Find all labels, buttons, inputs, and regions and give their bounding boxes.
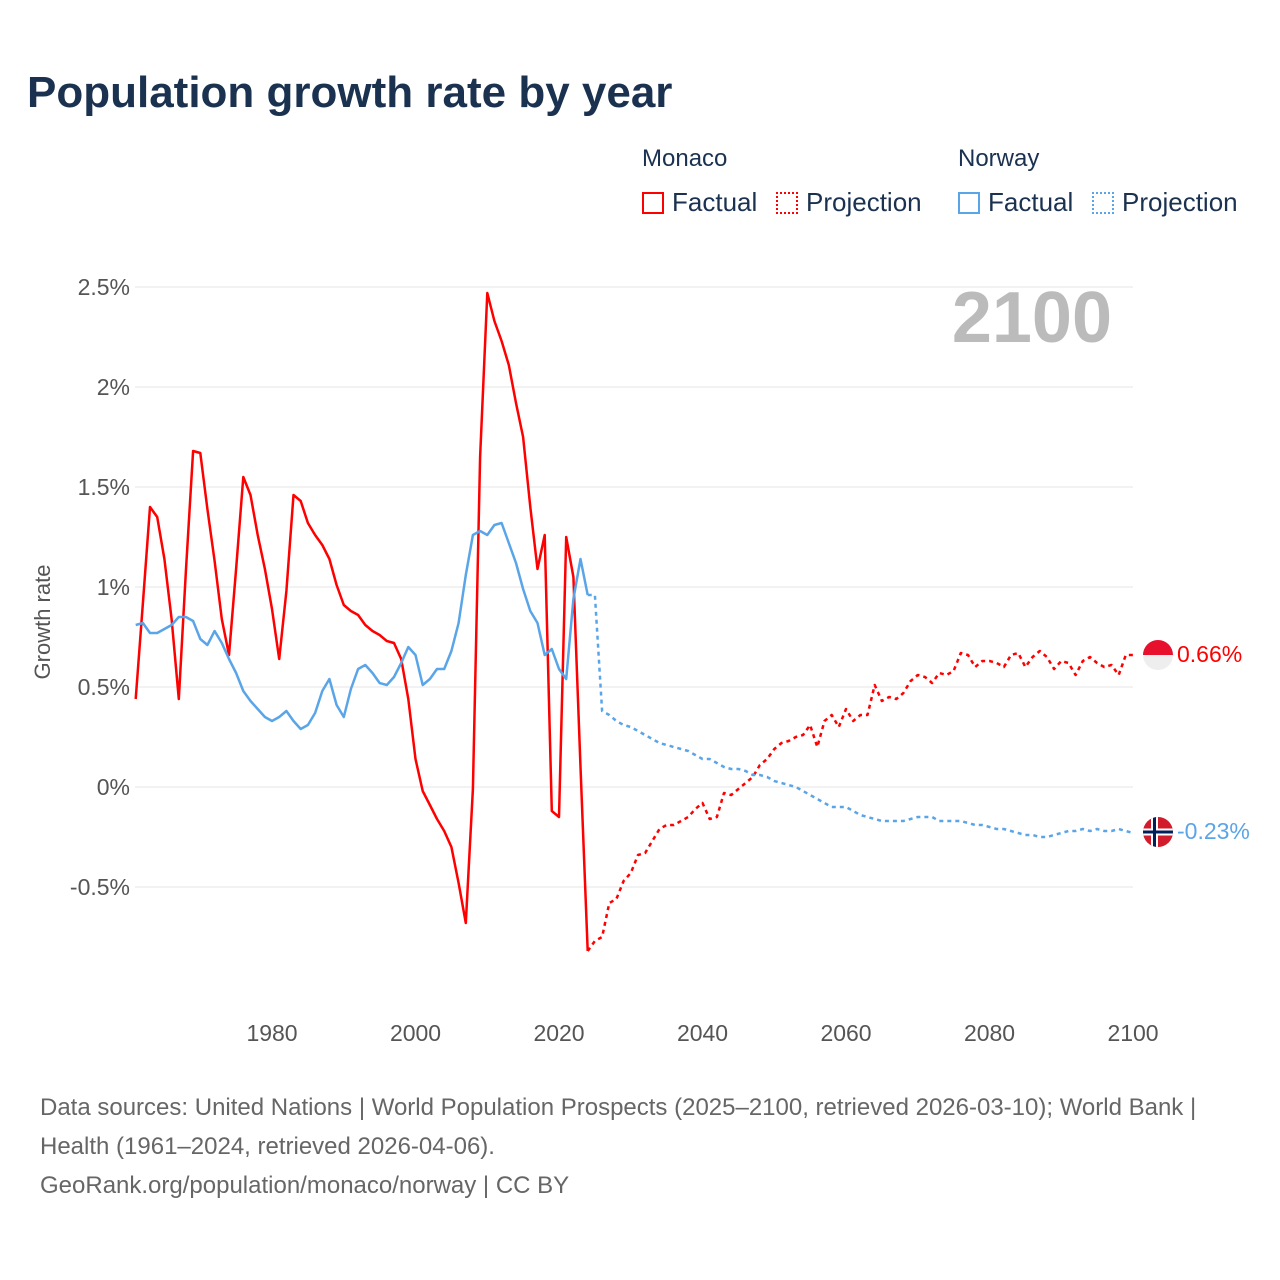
legend-swatch-dotted — [1092, 191, 1114, 214]
x-tick-label: 2060 — [820, 1020, 871, 1046]
y-tick-label: 1.5% — [78, 474, 130, 500]
footer: Data sources: United Nations | World Pop… — [40, 1088, 1240, 1205]
legend-group-monaco: Monaco — [642, 145, 728, 172]
y-tick-label: 2% — [97, 374, 130, 400]
y-tick-label: 0% — [97, 774, 130, 800]
legend-norway-factual[interactable]: Factual — [958, 187, 1073, 218]
x-tick-label: 1980 — [246, 1020, 297, 1046]
legend-swatch-dotted — [776, 191, 798, 214]
series-norway-factual — [135, 521, 589, 731]
legend-label: Factual — [988, 187, 1074, 217]
legend-monaco-projection[interactable]: Projection — [776, 187, 922, 218]
x-tick-label: 2080 — [964, 1020, 1015, 1046]
y-tick-label: 2.5% — [78, 274, 130, 300]
series-monaco-projection — [586, 649, 1133, 952]
series-monaco-factual — [134, 291, 589, 952]
y-tick-label: 0.5% — [78, 674, 130, 700]
data-sources: Data sources: United Nations | World Pop… — [40, 1094, 1197, 1160]
year-indicator: 2100 — [952, 278, 1112, 358]
source-link[interactable]: GeoRank.org/population/monaco/norway | C… — [40, 1172, 570, 1199]
x-tick-label: 2000 — [390, 1020, 441, 1046]
x-tick-label: 2040 — [677, 1020, 728, 1046]
legend-norway-projection[interactable]: Projection — [1092, 187, 1238, 218]
y-tick-label: 1% — [97, 574, 130, 600]
monaco-end-value: 0.66% — [1177, 641, 1242, 667]
legend-label: Projection — [806, 187, 922, 217]
page-title: Population growth rate by year — [27, 68, 673, 117]
legend-swatch-solid — [958, 191, 980, 214]
norway-end-value: -0.23% — [1177, 818, 1250, 844]
x-tick-label: 2100 — [1107, 1020, 1158, 1046]
norway-flag-icon — [1143, 817, 1173, 847]
monaco-flag-icon — [1143, 640, 1173, 670]
legend-label: Factual — [672, 187, 758, 217]
x-tick-label: 2020 — [533, 1020, 584, 1046]
legend-swatch-solid — [642, 191, 664, 214]
legend-monaco-factual[interactable]: Factual — [642, 187, 757, 218]
legend-group-norway: Norway — [958, 145, 1040, 172]
series-norway-projection — [587, 593, 1134, 839]
legend-label: Projection — [1122, 187, 1238, 217]
y-axis-label: Growth rate — [30, 565, 55, 680]
y-tick-label: -0.5% — [70, 874, 130, 900]
